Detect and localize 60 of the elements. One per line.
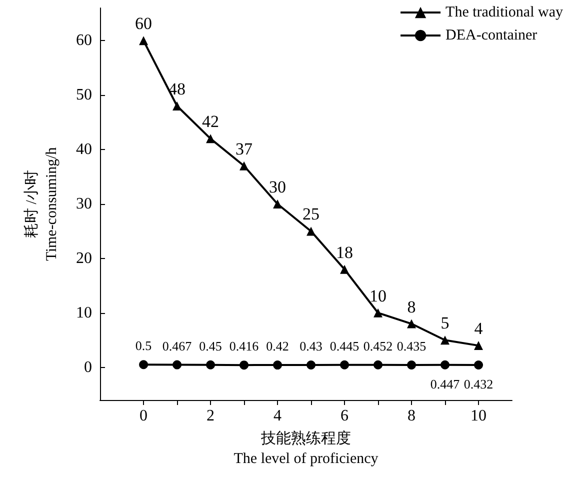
y-tick-label: 10 xyxy=(76,304,92,322)
y-tick-label: 40 xyxy=(76,141,92,158)
x-tick-label: 6 xyxy=(340,408,349,424)
data-label: 0.435 xyxy=(396,338,426,354)
data-label: 30 xyxy=(269,178,286,196)
data-label: 0.447 xyxy=(430,376,460,392)
point xyxy=(206,360,216,370)
point xyxy=(340,264,350,274)
point xyxy=(206,134,216,144)
data-label: 8 xyxy=(407,297,416,316)
point xyxy=(407,360,416,370)
point xyxy=(139,36,148,46)
data-label: 0.445 xyxy=(330,338,360,354)
point xyxy=(306,360,316,370)
x-tick-label: 2 xyxy=(206,408,215,424)
data-label: 10 xyxy=(370,286,387,306)
data-label: 0.416 xyxy=(229,338,260,354)
legend-label: The traditional way xyxy=(446,4,564,20)
point xyxy=(340,360,350,370)
data-label: 25 xyxy=(302,204,320,224)
data-label: 37 xyxy=(236,139,254,158)
point xyxy=(273,200,282,208)
y-tick-label: 20 xyxy=(76,250,92,267)
data-label: 0.467 xyxy=(162,338,192,354)
point xyxy=(407,319,416,328)
point xyxy=(139,360,148,370)
point xyxy=(440,336,450,345)
point xyxy=(474,360,484,370)
x-tick-label: 10 xyxy=(470,408,487,424)
data-label: 60 xyxy=(135,14,152,34)
data-label: 0.452 xyxy=(363,338,393,354)
data-label: 0.432 xyxy=(464,376,494,392)
legend-label: DEA-container xyxy=(446,28,538,44)
point xyxy=(374,360,383,370)
point xyxy=(240,161,249,170)
point xyxy=(306,226,316,236)
y-tick-label: 30 xyxy=(76,196,92,212)
data-label: 4 xyxy=(474,319,484,338)
data-label: 5 xyxy=(440,314,450,333)
data-label: 42 xyxy=(202,112,220,132)
data-label: 0.43 xyxy=(300,338,322,354)
point xyxy=(474,341,484,350)
point xyxy=(240,360,249,370)
point xyxy=(273,360,282,370)
point xyxy=(374,308,383,318)
y-tick-label: 50 xyxy=(76,86,92,104)
y-tick-label: 60 xyxy=(76,32,92,50)
data-label: 18 xyxy=(336,242,354,262)
data-label: 0.42 xyxy=(266,338,289,354)
x-tick-label: 4 xyxy=(274,408,282,424)
x-tick-label: 8 xyxy=(408,408,416,424)
point xyxy=(172,360,182,370)
y-axis-title: 耗时 /小时 Time-consuming/h xyxy=(23,146,60,261)
x-tick-label: 0 xyxy=(140,408,148,424)
data-label: 48 xyxy=(168,80,186,98)
point xyxy=(440,360,450,370)
y-tick-label: 0 xyxy=(84,358,92,376)
x-axis-title: 技能熟练程度 The level of proficiency xyxy=(234,430,379,467)
data-label: 0.5 xyxy=(135,338,152,354)
data-label: 0.45 xyxy=(199,338,222,354)
